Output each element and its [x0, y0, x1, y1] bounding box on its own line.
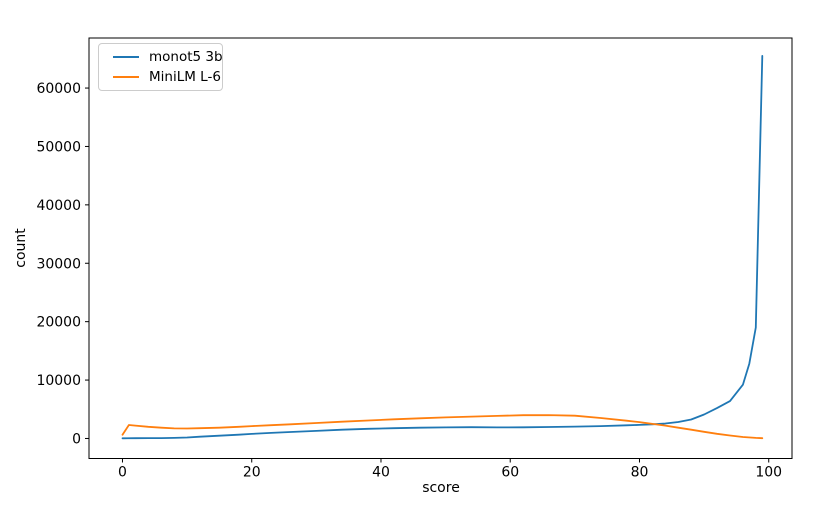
legend-label: MiniLM L-6	[149, 68, 221, 85]
y-tick-label: 20000	[36, 315, 81, 331]
legend-line-swatch-blue	[113, 56, 139, 59]
y-tick-label: 50000	[36, 139, 81, 155]
x-axis-title: score	[422, 480, 460, 496]
x-tick-label: 100	[755, 465, 782, 481]
y-tick-label: 10000	[36, 373, 81, 389]
y-tick-label: 60000	[36, 81, 81, 97]
y-tick-label: 0	[72, 431, 81, 447]
y-axis-title: count	[13, 228, 29, 268]
x-tick-label: 40	[372, 465, 390, 481]
x-tick-label: 0	[118, 465, 127, 481]
y-tick-label: 40000	[36, 198, 81, 214]
legend-label: monot5 3b	[149, 49, 223, 66]
y-tick-label: 30000	[36, 256, 81, 272]
legend-item-monot5-3b: monot5 3b	[113, 49, 223, 65]
x-tick-label: 80	[631, 465, 649, 481]
plot-area	[88, 37, 793, 459]
x-tick-label: 20	[243, 465, 261, 481]
legend: monot5 3b MiniLM L-6	[98, 43, 223, 91]
series-line-monot5-3b	[121, 55, 764, 440]
series-line-minilm-l-6	[121, 414, 764, 440]
x-tick-label: 60	[501, 465, 519, 481]
legend-item-minilm-l6: MiniLM L-6	[113, 69, 221, 85]
legend-line-swatch-orange	[113, 75, 139, 78]
